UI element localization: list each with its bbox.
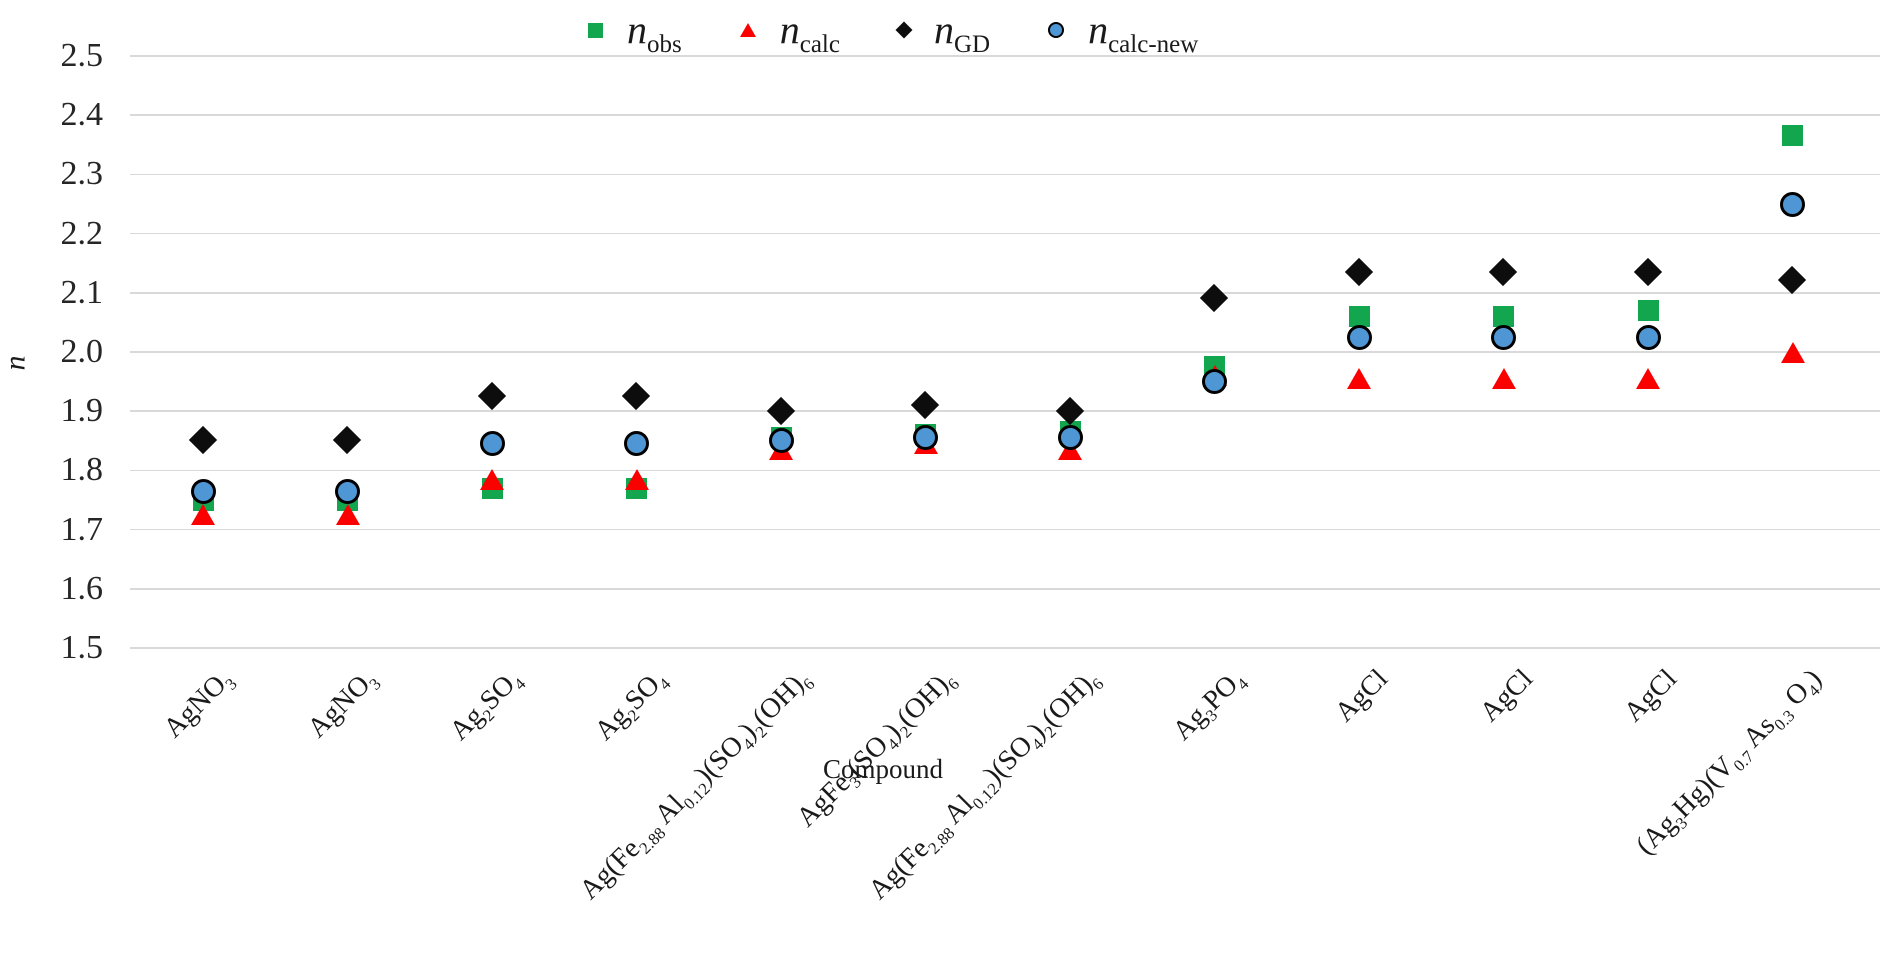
x-category-label: AgCl [1618,663,1684,729]
gridline-1.9 [130,410,1880,412]
y-tick-label: 1.7 [60,510,104,548]
x-axis-title: Compound [822,754,944,784]
nGD-point [1488,257,1518,286]
nGD-point [621,381,651,411]
x-category-label: Ag3PO4 [1166,669,1253,747]
ncalc-point [624,468,649,490]
ncalc-point [1347,368,1371,390]
x-category-label: Ag2SO4 [588,669,675,747]
ncalc-point [1636,368,1660,390]
y-tick-label: 2.5 [60,37,104,74]
y-tick-label: 2.4 [60,96,104,134]
nGD-point [1777,266,1807,295]
y-tick-label: 2.3 [60,155,104,193]
nGD-point [477,381,506,411]
ncalc-new-point [190,478,216,504]
y-tick-label: 2.1 [60,273,104,311]
y-tick-label: 1.6 [60,569,104,607]
ncalc-point [191,504,215,526]
y-tick-label: 1.5 [60,629,104,666]
y-tick-label: 1.9 [60,392,104,430]
nGD-point [910,390,940,419]
x-category-label: Ag(Fe2.88 Al0.12)(SO4)2(OH)6 [573,669,819,906]
square-legend-icon [588,22,603,38]
gridline-2.5 [130,55,1880,57]
ncalc-new-point [1346,324,1372,350]
nGD-point [1633,257,1662,286]
gridline-1.5 [130,647,1880,649]
nGD-point [766,396,795,425]
gridline-1.8 [130,469,1880,472]
ncalc-new-point [1780,191,1805,217]
gridline-1.6 [130,588,1880,590]
nobs-point [1493,305,1514,327]
ncalc-new-point [1202,369,1227,395]
x-category-label: AgCl [1329,663,1395,729]
nGD-point [332,426,362,455]
circle-legend-icon [1048,22,1065,38]
ncalc-new-point [335,478,360,504]
nobs-point [1348,305,1370,327]
gridline-2.0 [130,351,1880,353]
gridline-2.2 [130,232,1880,235]
ncalc-new-point [913,425,938,451]
diamond-legend-icon [895,21,913,39]
y-tick-label: 2.2 [60,214,104,252]
legend-item: ncalc [739,7,840,58]
legend-label: ncalc-new [1088,7,1199,58]
y-tick-label: 2.0 [60,333,104,370]
gridline-2.1 [130,292,1880,294]
chart-legend: nobs ncalc nGD ncalc-new [588,4,1199,58]
gridline-2.4 [130,114,1880,116]
ncalc-new-point [768,428,794,454]
ncalc-new-point [1491,324,1516,350]
x-category-label: AgCl [1473,663,1539,729]
legend-item: nobs [588,7,682,58]
ncalc-point [335,504,360,526]
gridline-1.7 [130,528,1880,531]
x-category-label: Ag2SO4 [443,669,530,747]
nobs-point [1782,125,1803,147]
legend-label: nGD [933,7,991,58]
legend-label: ncalc [779,7,840,58]
triangle-legend-icon [739,23,756,37]
y-tick-label: 1.8 [60,451,104,489]
ncalc-point [480,468,504,490]
legend-label: nobs [627,7,682,58]
x-category-label: AgNO3 [302,669,386,744]
ncalc-point [1491,368,1516,390]
y-axis-title: n [0,355,32,371]
nGD-point [1199,284,1229,313]
nGD-point [188,426,217,455]
ncalc-new-point [1635,324,1661,350]
ncalc-new-point [1057,425,1083,451]
ncalc-new-point [479,431,505,457]
x-category-label: AgNO3 [157,669,241,744]
gridline-2.3 [130,173,1880,176]
nobs-point [1637,300,1659,322]
ncalc-new-point [624,431,649,457]
legend-item: nGD [895,7,991,58]
legend-item: ncalc-new [1048,7,1199,58]
nGD-point [1344,257,1373,286]
ncalc-point [1780,341,1805,363]
